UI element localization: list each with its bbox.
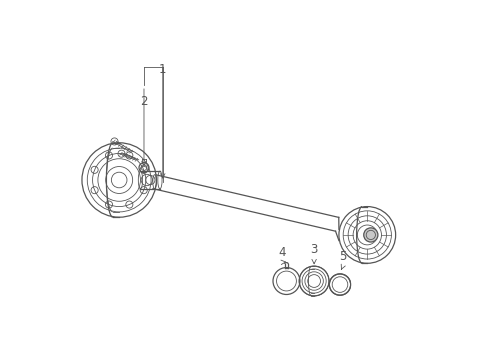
Text: 3: 3 — [311, 243, 318, 256]
Text: 5: 5 — [339, 250, 346, 263]
Text: 4: 4 — [278, 246, 286, 259]
Text: 1: 1 — [159, 63, 167, 76]
Text: 2: 2 — [140, 95, 147, 108]
Circle shape — [364, 228, 378, 242]
